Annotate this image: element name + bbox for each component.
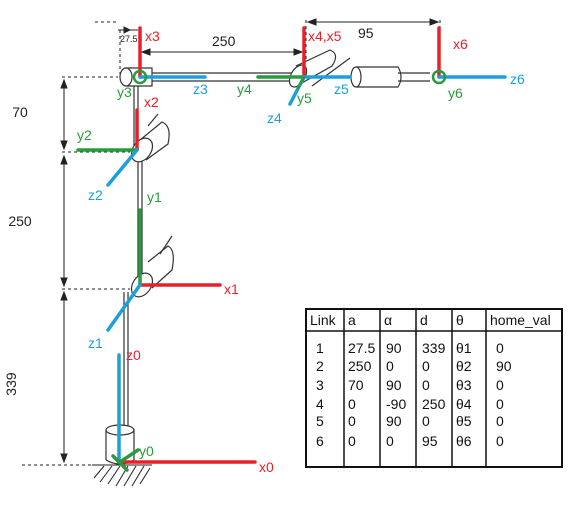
table-cell: 6 — [316, 433, 324, 449]
label-z2: z2 — [88, 187, 103, 203]
label-y0: y0 — [139, 443, 154, 459]
frame0-axes — [111, 353, 257, 472]
label-z0: z0 — [126, 347, 141, 363]
label-x1: x1 — [224, 281, 239, 297]
table-cell: 1 — [316, 340, 324, 356]
table-cell: θ1 — [456, 340, 472, 356]
dim-label-95: 95 — [358, 25, 374, 41]
dim-horizontal-250 — [140, 48, 304, 56]
dim-label-70: 70 — [12, 104, 28, 120]
table-cell: 90 — [386, 377, 402, 393]
table-cell: 0 — [496, 433, 504, 449]
dim-label-27-5: 27.5 — [120, 34, 138, 44]
dim-label-250-horizontal: 250 — [212, 33, 236, 49]
label-y2: y2 — [77, 127, 92, 143]
dim-label-250-vertical: 250 — [8, 213, 32, 229]
dim-label-339: 339 — [3, 372, 19, 396]
label-x6: x6 — [453, 36, 468, 52]
table-cell: 250 — [348, 358, 372, 374]
table-header-cell: Link — [310, 312, 337, 328]
label-x2: x2 — [144, 94, 159, 110]
table-header-cell: home_val — [490, 312, 551, 328]
table-header-cell: α — [384, 312, 392, 328]
frame3-axes — [132, 26, 207, 85]
table-cell: 250 — [422, 396, 446, 412]
table-cell: 90 — [386, 413, 402, 429]
table-cell: 90 — [496, 358, 512, 374]
table-cell: 2 — [316, 358, 324, 374]
table-cell: 95 — [422, 433, 438, 449]
table-cell: 0 — [348, 396, 356, 412]
tool-cylinder — [350, 66, 430, 88]
table-cell: 27.5 — [348, 340, 375, 356]
table-cell: 0 — [348, 413, 356, 429]
frame6-axes — [431, 26, 507, 85]
table-cell: θ4 — [456, 396, 472, 412]
label-y6: y6 — [448, 85, 463, 101]
frame45-axes — [256, 26, 352, 106]
table-cell: 4 — [316, 396, 324, 412]
table-cell: 70 — [348, 377, 364, 393]
label-z3: z3 — [193, 81, 208, 97]
ground-hatch — [92, 464, 152, 487]
label-z6: z6 — [510, 71, 525, 87]
frame2-axes — [76, 108, 139, 187]
dim-horizontal-95 — [306, 18, 440, 26]
dim-27-5 — [118, 26, 138, 34]
label-z4: z4 — [267, 110, 282, 126]
label-y4: y4 — [237, 81, 252, 97]
table-cell: -90 — [386, 396, 406, 412]
table-cell: 0 — [422, 358, 430, 374]
label-z5: z5 — [334, 81, 349, 97]
table-cell: 5 — [316, 413, 324, 429]
label-x0: x0 — [259, 459, 274, 475]
table-cell: 0 — [496, 377, 504, 393]
table-cell: 0 — [386, 433, 394, 449]
table-cell: θ2 — [456, 358, 472, 374]
robot-links — [123, 72, 300, 430]
table-cell: θ6 — [456, 433, 472, 449]
frame1-axes — [106, 208, 222, 332]
label-y1: y1 — [147, 189, 162, 205]
table-cell: 90 — [386, 340, 402, 356]
table-cell: 0 — [496, 396, 504, 412]
table-cell: 0 — [386, 358, 394, 374]
table-cell: 0 — [422, 377, 430, 393]
dim-vertical-lines — [60, 78, 68, 464]
table-cell: 0 — [348, 433, 356, 449]
table-cell: 0 — [496, 413, 504, 429]
label-y5: y5 — [297, 90, 312, 106]
table-cell: 0 — [422, 413, 430, 429]
table-cell: 3 — [316, 377, 324, 393]
table-cell: θ5 — [456, 413, 472, 429]
joint2-cylinder — [130, 113, 170, 163]
table-header-cell: θ — [456, 312, 464, 328]
label-x4x5: x4,x5 — [308, 28, 342, 44]
label-z1: z1 — [88, 335, 103, 351]
table-cell: 339 — [422, 340, 446, 356]
table-header-cell: d — [420, 312, 428, 328]
label-y3: y3 — [117, 84, 132, 100]
table-header-cell: a — [348, 312, 356, 328]
table-cell: 0 — [496, 340, 504, 356]
table-cell: θ3 — [456, 377, 472, 393]
label-x3: x3 — [145, 28, 160, 44]
